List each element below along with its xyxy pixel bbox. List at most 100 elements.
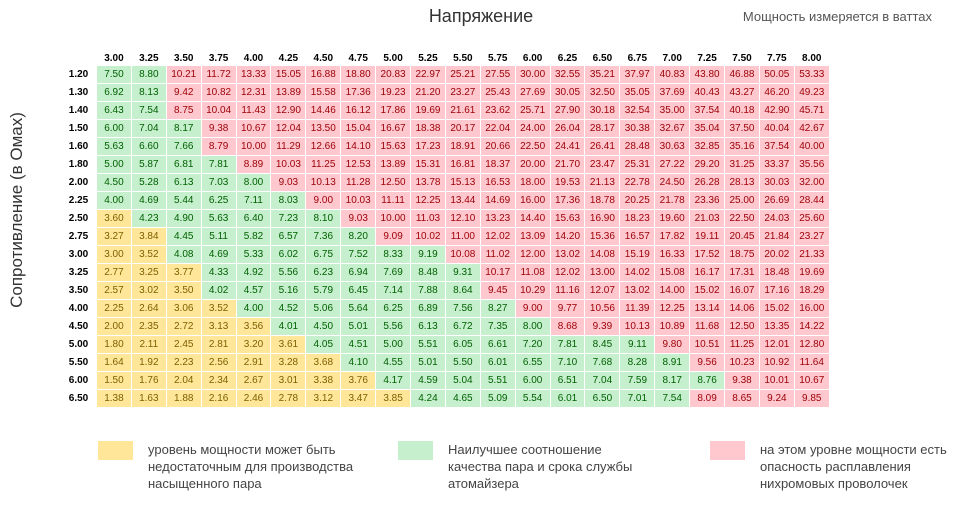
power-cell: 5.63 <box>200 209 237 228</box>
power-cell: 10.51 <box>689 335 726 354</box>
power-cell: 1.88 <box>165 389 202 408</box>
row-header-resistance: 6.50 <box>68 393 89 404</box>
power-cell: 16.81 <box>444 155 481 174</box>
power-cell: 2.34 <box>200 371 237 390</box>
power-cell: 8.64 <box>444 281 481 300</box>
power-cell: 25.00 <box>724 191 760 210</box>
power-cell: 6.45 <box>340 281 377 300</box>
power-cell: 7.01 <box>619 389 656 408</box>
chart-title: Напряжение <box>428 6 534 26</box>
power-cell: 29.20 <box>689 155 726 174</box>
power-cell: 3.68 <box>305 353 342 372</box>
power-cell: 35.04 <box>689 119 726 138</box>
table-row: 6.50 1.38 1.63 1.88 2.16 2.46 2.78 3.12 3.47 3.85… <box>61 389 830 408</box>
power-cell: 24.50 <box>654 173 691 192</box>
power-cell: 2.04 <box>165 371 202 390</box>
power-cell: 11.08 <box>514 263 551 282</box>
power-cell: 7.03 <box>200 173 237 192</box>
power-cell: 5.16 <box>270 281 307 300</box>
power-cell: 7.23 <box>270 209 307 228</box>
power-cell: 4.01 <box>270 317 307 336</box>
power-cell: 16.00 <box>514 191 551 210</box>
power-cell: 25.71 <box>514 101 551 120</box>
power-cell: 10.03 <box>270 155 307 174</box>
power-cell: 9.38 <box>724 371 760 390</box>
power-cell: 27.55 <box>479 65 516 84</box>
power-cell: 9.03 <box>270 173 307 192</box>
power-cell: 27.90 <box>549 101 586 120</box>
power-cell: 16.07 <box>724 281 760 300</box>
power-cell: 3.20 <box>235 335 272 354</box>
power-cell: 7.50 <box>96 65 132 84</box>
power-cell: 8.33 <box>375 245 412 264</box>
power-cell: 2.72 <box>165 317 202 336</box>
power-cell: 12.00 <box>514 245 551 264</box>
power-cell: 23.62 <box>479 101 516 120</box>
power-cell: 22.50 <box>514 137 551 156</box>
power-cell: 10.23 <box>724 353 760 372</box>
power-cell: 3.52 <box>200 299 237 318</box>
power-cell: 28.48 <box>619 137 656 156</box>
power-cell: 19.69 <box>410 101 446 120</box>
power-cell: 14.46 <box>305 101 342 120</box>
power-cell: 2.23 <box>165 353 202 372</box>
power-cell: 3.27 <box>96 227 132 246</box>
power-cell: 3.00 <box>96 245 132 264</box>
power-cell: 2.67 <box>235 371 272 390</box>
power-cell: 9.77 <box>549 299 586 318</box>
table-row: 5.00 1.80 2.11 2.45 2.81 3.20 3.61 4.05 4.51 5.00… <box>61 335 830 354</box>
power-cell: 32.85 <box>689 137 726 156</box>
power-cell: 5.51 <box>410 335 446 354</box>
table-row: 2.75 3.27 3.84 4.45 5.11 5.82 6.57 7.36 8.20 9.09… <box>61 227 830 246</box>
power-cell: 17.86 <box>375 101 412 120</box>
row-header-resistance: 3.50 <box>68 285 89 296</box>
power-cell: 1.92 <box>130 353 167 372</box>
power-cell: 7.52 <box>340 245 377 264</box>
power-cell: 11.02 <box>479 245 516 264</box>
power-cell: 1.80 <box>96 335 132 354</box>
power-cell: 4.08 <box>165 245 202 264</box>
power-cell: 14.10 <box>340 137 377 156</box>
power-cell: 8.27 <box>479 299 516 318</box>
power-cell: 11.64 <box>793 353 830 372</box>
power-cell: 2.45 <box>165 335 202 354</box>
power-cell: 8.89 <box>235 155 272 174</box>
power-cell: 24.41 <box>549 137 586 156</box>
power-cell: 6.50 <box>584 389 621 408</box>
power-cell: 6.01 <box>549 389 586 408</box>
power-cell: 15.19 <box>619 245 656 264</box>
power-cell: 16.17 <box>689 263 726 282</box>
column-header-voltage: 4.00 <box>243 53 264 64</box>
header-row: 3.00 3.25 3.50 3.75 4.00 4.25 4.50 4.75 5.00 5.25… <box>61 44 829 66</box>
power-cell: 12.10 <box>444 209 481 228</box>
table-row: 2.00 4.50 5.28 6.13 7.03 8.00 9.03 10.13 11.28 12… <box>61 173 830 192</box>
table-row: 2.50 3.60 4.23 4.90 5.63 6.40 7.23 8.10 9.03 10.0… <box>61 209 830 228</box>
power-cell: 19.60 <box>654 209 691 228</box>
power-cell: 9.11 <box>619 335 656 354</box>
power-cell: 8.65 <box>724 389 760 408</box>
power-cell: 9.45 <box>479 281 516 300</box>
power-cell: 5.04 <box>444 371 481 390</box>
power-cell: 35.16 <box>724 137 760 156</box>
table-row: 1.80 5.00 5.87 6.81 7.81 8.89 10.03 11.25 12.53 1… <box>61 155 830 174</box>
power-cell: 10.82 <box>200 83 237 102</box>
power-cell: 9.03 <box>340 209 377 228</box>
power-cell: 14.22 <box>793 317 830 336</box>
y-axis-label: Сопротивление (в Омах) <box>7 112 26 308</box>
power-cell: 12.02 <box>479 227 516 246</box>
power-cell: 37.97 <box>619 65 656 84</box>
power-cell: 5.64 <box>340 299 377 318</box>
power-cell: 30.38 <box>619 119 656 138</box>
power-cell: 4.33 <box>200 263 237 282</box>
column-header-voltage: 3.75 <box>208 53 229 64</box>
column-header-voltage: 3.25 <box>139 53 159 64</box>
power-cell: 20.25 <box>619 191 656 210</box>
power-cell: 23.27 <box>793 227 830 246</box>
power-cell: 13.02 <box>619 281 656 300</box>
power-cell: 5.63 <box>96 137 132 156</box>
power-cell: 8.13 <box>130 83 167 102</box>
power-cell: 14.06 <box>724 299 760 318</box>
power-cell: 6.94 <box>340 263 377 282</box>
power-cell: 1.63 <box>130 389 167 408</box>
power-cell: 12.04 <box>270 119 307 138</box>
